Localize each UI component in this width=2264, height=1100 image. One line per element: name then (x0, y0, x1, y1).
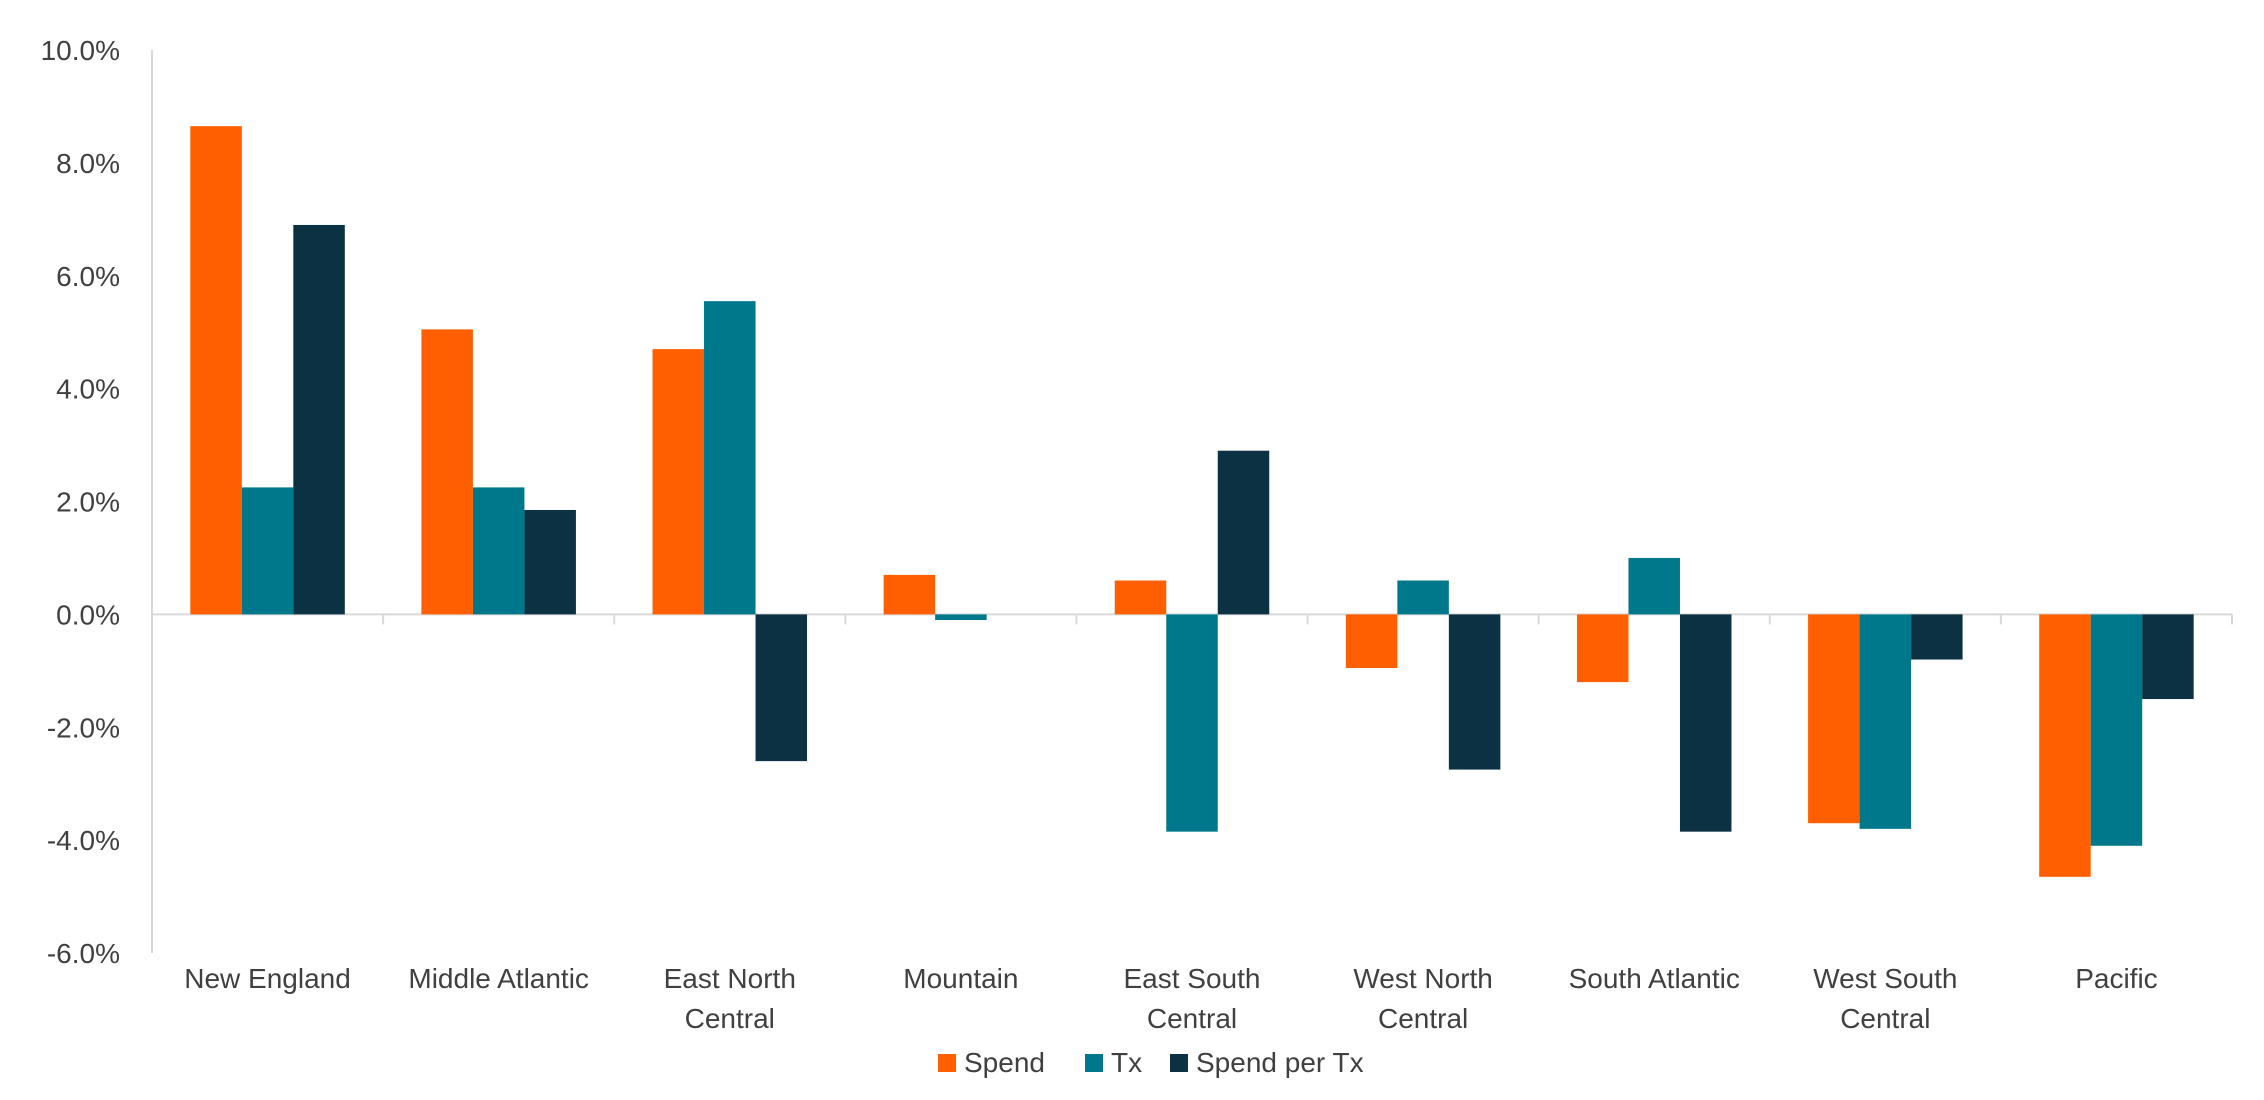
bar-spend-per-tx (1217, 450, 1270, 615)
category-label: Pacific (2075, 963, 2157, 994)
bar-spend (190, 126, 242, 615)
y-tick-label: 4.0% (56, 374, 120, 405)
category-label-line: Pacific (2075, 963, 2157, 994)
bar-spend-per-tx (755, 614, 808, 762)
y-tick-label: 6.0% (56, 261, 120, 292)
bar-tx (935, 614, 987, 621)
bar-spend-per-tx (1448, 614, 1501, 770)
bar-tx (1166, 614, 1218, 832)
category-label-line: East North (664, 963, 796, 994)
y-tick-label: -6.0% (47, 938, 120, 969)
category-label-line: New England (184, 963, 351, 994)
bar-tx (241, 487, 294, 615)
bar-spend (1576, 614, 1629, 683)
y-tick-label: 8.0% (56, 148, 120, 179)
x-axis (152, 613, 2233, 625)
bar-spend-per-tx (1911, 614, 1963, 660)
legend-label: Spend (964, 1047, 1045, 1078)
bar-spend (883, 574, 936, 615)
legend-swatch (1085, 1054, 1103, 1072)
y-tick-label: -4.0% (47, 825, 120, 856)
y-tick-label: 2.0% (56, 487, 120, 518)
category-label-line: West North (1353, 963, 1493, 994)
bar-spend (1808, 614, 1860, 824)
category-label: Mountain (903, 963, 1018, 994)
bar-spend-per-tx (2142, 614, 2194, 700)
legend-label: Tx (1111, 1047, 1142, 1078)
category-label-line: South Atlantic (1569, 963, 1740, 994)
bar-tx (1397, 580, 1449, 615)
y-tick-label: 0.0% (56, 599, 120, 630)
legend-swatch (938, 1054, 956, 1072)
bar-spend-per-tx (524, 509, 576, 615)
category-label: East North Central (664, 963, 796, 1034)
y-tick-label: -2.0% (47, 712, 120, 743)
y-tick-label: 10.0% (41, 35, 120, 66)
category-label-line: Central (1840, 1003, 1930, 1034)
category-label: West North Central (1353, 963, 1493, 1034)
category-label-line: East South (1124, 963, 1261, 994)
y-axis: -6.0% -4.0% -2.0% 0.0% 2.0% 4.0% 6.0% 8.0% 10.0% (41, 35, 153, 969)
category-label-line: West South (1813, 963, 1957, 994)
bar-tx (704, 301, 756, 615)
bar-spend (421, 329, 473, 615)
legend-label: Spend per Tx (1196, 1047, 1364, 1078)
bars (190, 126, 2194, 877)
bar-tx (1859, 614, 1912, 829)
category-label-line: Central (685, 1003, 775, 1034)
bar-spend (652, 349, 705, 615)
category-label: South Atlantic (1569, 963, 1740, 994)
legend-swatch (1170, 1054, 1188, 1072)
category-label-line: Middle Atlantic (408, 963, 589, 994)
category-label: Middle Atlantic (408, 963, 589, 994)
bar-tx (1628, 557, 1680, 615)
category-labels: New England Middle Atlantic East North Cent… (184, 963, 2157, 1034)
legend-item-tx[interactable]: Tx (1085, 1047, 1142, 1078)
category-label-line: Central (1147, 1003, 1237, 1034)
legend[interactable]: Spend Tx Spend per Tx (938, 1047, 1364, 1078)
bar-spend (2039, 614, 2091, 877)
bar-tx (2090, 614, 2143, 846)
category-label-line: Central (1378, 1003, 1468, 1034)
category-label-line: Mountain (903, 963, 1018, 994)
bar-tx (472, 487, 525, 615)
bar-spend-per-tx (293, 224, 345, 615)
category-label: West South Central (1813, 963, 1957, 1034)
category-label: New England (184, 963, 351, 994)
legend-item-spend-per-tx[interactable]: Spend per Tx (1170, 1047, 1364, 1078)
bar-spend (1114, 580, 1167, 615)
category-label: East South Central (1124, 963, 1261, 1034)
bar-spend-per-tx (1679, 614, 1732, 832)
legend-item-spend[interactable]: Spend (938, 1047, 1045, 1078)
bar-spend (1345, 614, 1398, 668)
